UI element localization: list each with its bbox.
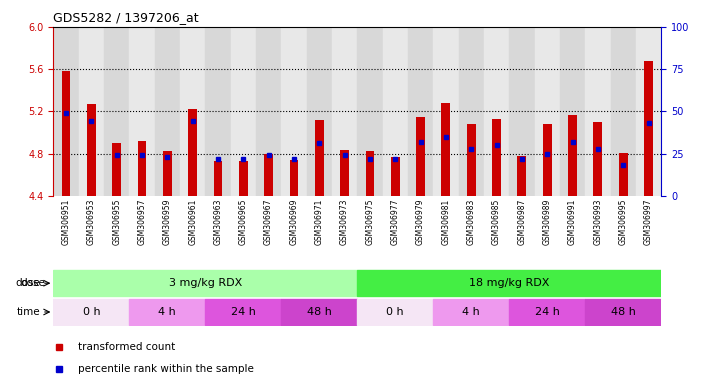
Text: 24 h: 24 h (231, 307, 256, 317)
Bar (282, 299, 357, 325)
Bar (442, 103, 450, 196)
Bar (585, 27, 611, 196)
Text: 0 h: 0 h (387, 307, 404, 317)
Bar (188, 109, 197, 196)
Bar (509, 299, 585, 325)
Text: 4 h: 4 h (159, 307, 176, 317)
Bar (391, 157, 400, 196)
Bar (383, 27, 408, 196)
Bar (315, 120, 324, 196)
Text: GDS5282 / 1397206_at: GDS5282 / 1397206_at (53, 11, 199, 24)
Text: 48 h: 48 h (307, 307, 332, 317)
Bar (289, 160, 299, 196)
Bar (205, 27, 230, 196)
Bar (416, 117, 425, 196)
Bar (484, 27, 509, 196)
Bar (357, 270, 661, 296)
Bar (306, 27, 332, 196)
Bar (542, 124, 552, 196)
Bar (332, 27, 357, 196)
Bar (619, 152, 628, 196)
Bar (205, 299, 282, 325)
Bar (467, 124, 476, 196)
Bar (239, 161, 247, 196)
Bar (585, 299, 661, 325)
Text: 3 mg/kg RDX: 3 mg/kg RDX (169, 278, 242, 288)
Bar (62, 71, 70, 196)
Bar (408, 27, 433, 196)
Bar (282, 27, 306, 196)
Bar (112, 143, 121, 196)
Bar (492, 119, 501, 196)
Bar (129, 299, 205, 325)
Bar (340, 151, 349, 196)
Bar (357, 27, 383, 196)
Text: transformed count: transformed count (77, 341, 175, 352)
Bar (518, 156, 526, 196)
Bar (53, 270, 357, 296)
Bar (535, 27, 560, 196)
Bar (163, 151, 172, 196)
Text: 24 h: 24 h (535, 307, 560, 317)
Text: dose: dose (16, 278, 41, 288)
Bar (137, 141, 146, 196)
Text: dose: dose (21, 278, 46, 288)
Bar (87, 104, 96, 196)
Bar (509, 27, 535, 196)
Bar (636, 27, 661, 196)
Text: time: time (17, 307, 41, 317)
Bar (433, 27, 459, 196)
Bar (264, 154, 273, 196)
Text: 48 h: 48 h (611, 307, 636, 317)
Bar (53, 27, 79, 196)
Bar (154, 27, 180, 196)
Text: percentile rank within the sample: percentile rank within the sample (77, 364, 254, 374)
Bar (357, 299, 433, 325)
Bar (568, 114, 577, 196)
Bar (256, 27, 282, 196)
Bar (611, 27, 636, 196)
Text: 18 mg/kg RDX: 18 mg/kg RDX (469, 278, 550, 288)
Bar (365, 151, 375, 196)
Bar (104, 27, 129, 196)
Bar (230, 27, 256, 196)
Bar (180, 27, 205, 196)
Bar (644, 61, 653, 196)
Bar (560, 27, 585, 196)
Bar (79, 27, 104, 196)
Bar (594, 122, 602, 196)
Bar (459, 27, 484, 196)
Bar (53, 299, 129, 325)
Bar (433, 299, 509, 325)
Text: 4 h: 4 h (462, 307, 480, 317)
Bar (213, 161, 223, 196)
Text: 0 h: 0 h (82, 307, 100, 317)
Bar (129, 27, 154, 196)
